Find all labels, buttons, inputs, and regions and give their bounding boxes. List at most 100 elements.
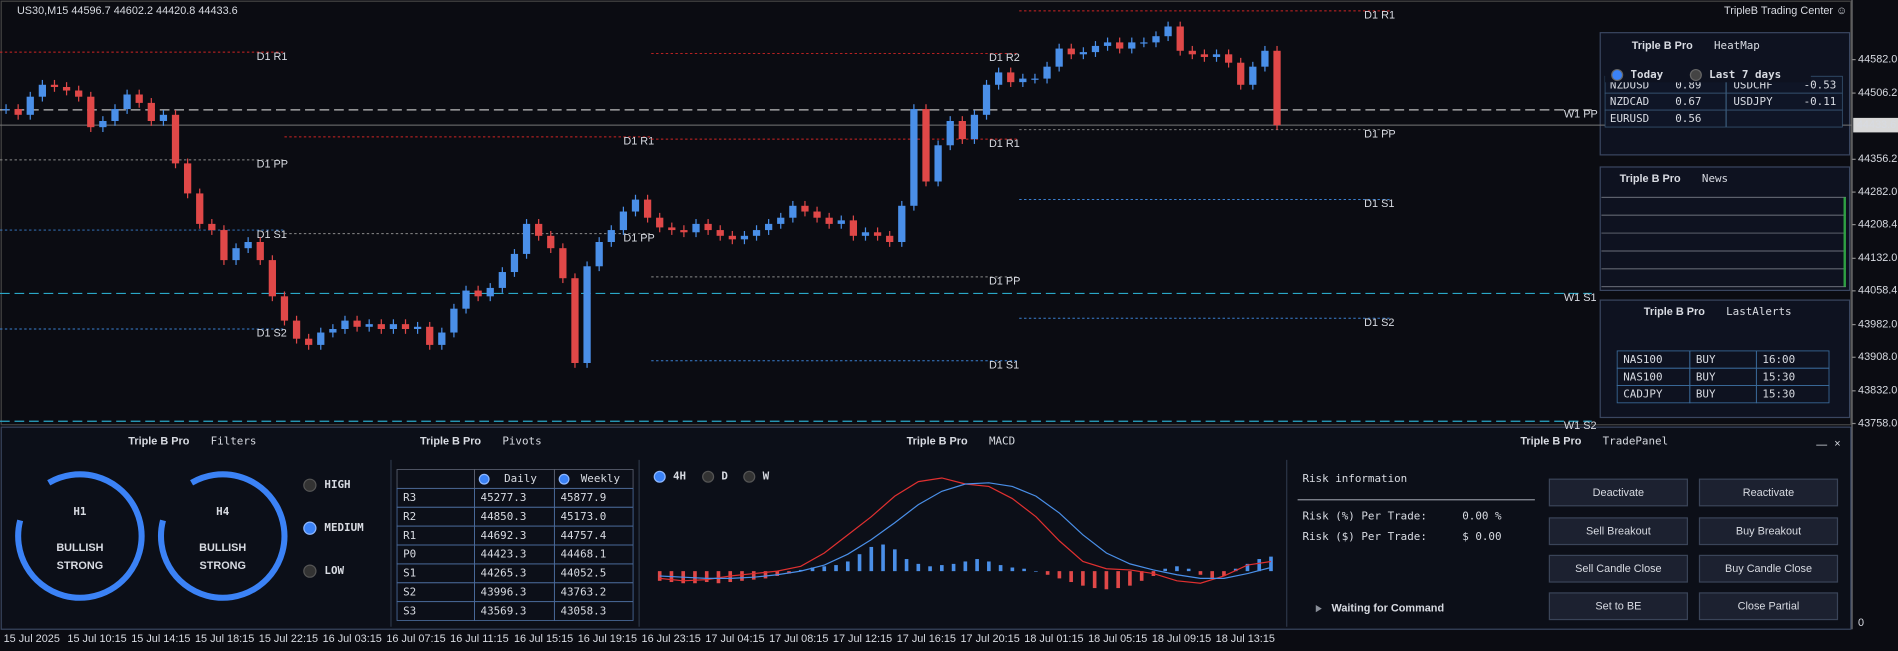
candle [365,324,373,327]
candle [1176,26,1184,51]
candle [1164,26,1172,37]
current-price-box [1853,117,1898,133]
trade-button-label[interactable]: Close Partial [1738,601,1800,613]
candle [861,232,870,236]
pivot-label: D1 S2 [1364,317,1394,329]
pivot-cell-text: 44692.3 [481,529,527,542]
pivot-cell-text: S2 [403,585,416,598]
radio[interactable] [303,564,317,578]
candle [619,211,628,231]
candle [728,235,736,240]
radio[interactable] [653,470,666,483]
heatmap-options-bg [1605,66,1811,83]
alert-cell-text: BUY [1696,353,1716,366]
pivot-label: D1 PP [989,276,1020,288]
pivot-cell-text: S3 [403,604,416,617]
candle [75,90,83,97]
trade-button[interactable] [1548,478,1688,507]
candle [232,248,240,261]
candle [825,217,833,224]
heatmap-cell: USDJPY [1733,95,1773,108]
radio[interactable] [1689,68,1702,82]
candle [401,324,410,329]
candle [14,109,22,115]
pivot-cell-text: 43569.3 [481,604,527,617]
alert-cell-text: BUY [1696,370,1716,383]
trade-button-label[interactable]: Set to BE [1595,601,1641,613]
heatmap-cell: 0.56 [1675,112,1701,125]
y-tick-label: 44132.0 [1858,252,1897,264]
candle [1007,72,1015,83]
trade-button[interactable] [1698,592,1839,621]
candle [99,120,107,128]
pivot-cell-text: 44850.3 [481,510,527,523]
status-icon [1315,605,1322,613]
macd-histogram-bar [763,571,768,579]
candle [26,96,34,115]
radio[interactable] [558,473,570,485]
candle [329,328,337,333]
pivot-cell-text: 45173.0 [560,510,606,523]
trade-button-label[interactable]: Reactivate [1743,487,1794,499]
macd-histogram-bar [845,561,850,572]
candle [498,272,506,288]
brand: TripleB Trading Center ☺ [1724,5,1847,17]
candle [1091,45,1100,53]
y-tick-label: 44356.2 [1858,153,1897,165]
radio[interactable] [743,470,756,483]
candle [946,120,954,146]
trade-button-label[interactable]: Sell Breakout [1586,526,1651,538]
macd-histogram-bar [1034,571,1038,572]
radio[interactable] [303,521,317,535]
radio[interactable] [1611,68,1624,82]
trade-button[interactable] [1698,478,1839,507]
time-label: 17 Jul 08:15 [769,633,828,645]
filter-level: MEDIUM [324,521,364,534]
gauge-ring [15,471,145,601]
candle [1152,36,1160,43]
macd-histogram-bar [1269,556,1273,572]
pivot-cell-text: P0 [403,548,416,561]
candle [668,227,676,231]
symbol-info: US30,M15 44596.7 44602.2 44420.8 44433.6 [17,5,238,17]
candle [607,230,615,242]
window-close[interactable]: × [1834,438,1840,450]
trade-button[interactable] [1698,554,1839,583]
radio[interactable] [478,473,490,485]
time-label: 18 Jul 05:15 [1088,633,1147,645]
status: Waiting for Command [1332,603,1445,615]
panel-brand: Triple B Pro [128,436,189,448]
window-minimize[interactable]: — [1816,439,1827,451]
trade-button-label[interactable]: Deactivate [1593,487,1644,499]
radio[interactable] [303,478,317,492]
macd-histogram-bar [1116,571,1120,589]
trade-button-label[interactable]: Buy Candle Close [1725,563,1812,575]
candle [1079,52,1087,55]
panel-title: LastAlerts [1726,305,1791,318]
time-label: 15 Jul 18:15 [195,633,254,645]
y-tick-label: 44208.4 [1858,218,1897,230]
panel-brand: Triple B Pro [1520,436,1581,448]
macd-histogram-bar [1045,571,1050,575]
candle [1200,54,1209,57]
trade-button[interactable] [1548,592,1688,621]
trade-button[interactable] [1548,517,1688,546]
pivot-cell-text: R3 [403,491,416,504]
alert-cell-text: 15:30 [1762,370,1795,383]
macd-histogram-bar [693,571,697,584]
trade-button-label[interactable]: Sell Candle Close [1575,563,1661,575]
candle [1055,48,1063,67]
trade-button[interactable] [1548,554,1688,583]
pivot-label: D1 PP [623,232,654,244]
y-tick-label: 43908.0 [1858,351,1897,363]
time-label: 17 Jul 16:15 [897,633,956,645]
panel-brand: Triple B Pro [420,436,481,448]
candle [1212,54,1221,57]
radio[interactable] [702,470,715,483]
trade-button[interactable] [1698,517,1839,546]
pivot-cell-text: 44052.5 [560,567,606,580]
candle [220,230,228,261]
macd-timeframe: D [721,470,728,483]
trade-button-label[interactable]: Buy Breakout [1736,526,1801,538]
